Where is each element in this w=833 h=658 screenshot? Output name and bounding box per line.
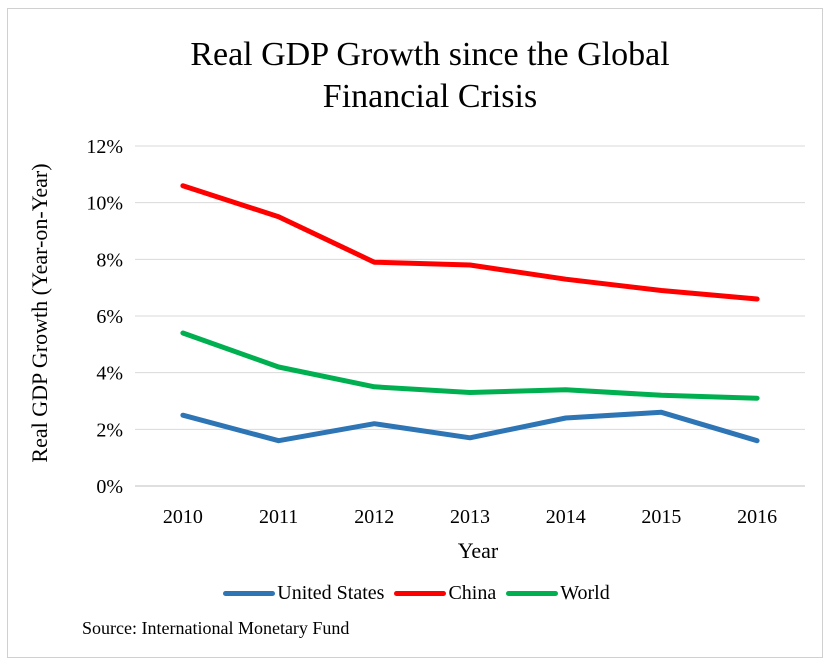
y-tick-label: 2%: [96, 419, 123, 441]
x-axis-label: Year: [457, 538, 499, 563]
chart-frame: [7, 8, 823, 658]
chart-title: Real GDP Growth since the Global Financi…: [100, 34, 760, 118]
x-tick-label: 2016: [737, 506, 777, 528]
x-tick-label: 2011: [259, 506, 298, 528]
legend-swatch-china: [394, 591, 447, 596]
y-tick-label: 4%: [96, 363, 123, 385]
y-tick-label: 6%: [96, 306, 123, 328]
legend-label-united-states: United States: [277, 582, 385, 604]
y-tick-label: 0%: [96, 476, 123, 498]
x-tick-label: 2015: [641, 506, 681, 528]
legend-swatch-world: [506, 591, 559, 596]
series-line-world: [180, 330, 760, 401]
x-tick-label: 2014: [546, 506, 586, 528]
x-tick-label: 2010: [163, 506, 203, 528]
legend-swatch-united-states: [223, 591, 276, 596]
chart-title-line-1: Real GDP Growth since the Global: [190, 36, 670, 73]
y-tick-label: 10%: [86, 193, 123, 215]
x-tick-label: 2012: [354, 506, 394, 528]
series-line-china: [180, 183, 760, 302]
legend-item-china: China: [394, 582, 496, 605]
legend-label-world: World: [560, 582, 610, 604]
source-note: Source: International Monetary Fund: [82, 618, 350, 638]
legend-item-world: World: [506, 582, 610, 605]
y-tick-label: 8%: [96, 249, 123, 271]
legend-label-china: China: [448, 582, 497, 604]
legend-item-united-states: United States: [223, 582, 384, 605]
x-tick-label: 2013: [450, 506, 490, 528]
series-line-united-states: [180, 409, 760, 444]
chart-title-line-2: Financial Crisis: [322, 78, 538, 115]
legend: United States China World: [0, 582, 833, 605]
y-tick-label: 12%: [86, 136, 123, 158]
